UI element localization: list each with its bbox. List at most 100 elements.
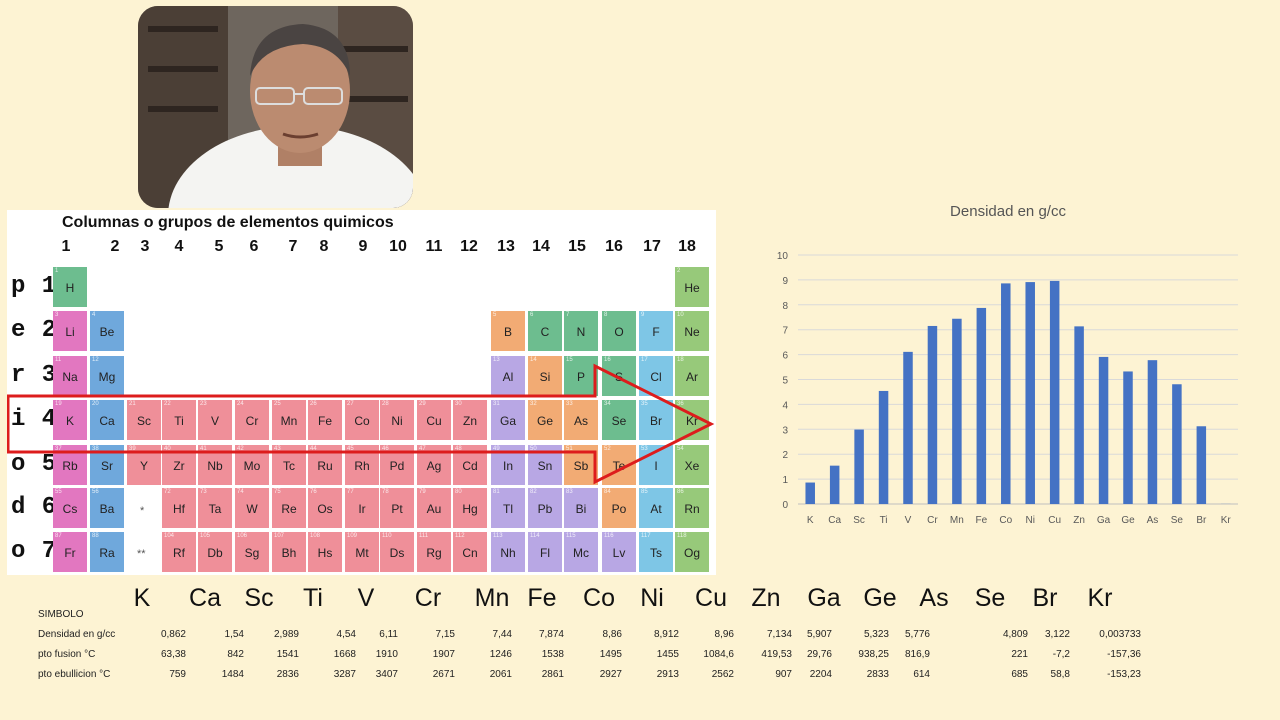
element-symbol: Nh	[500, 546, 516, 560]
element-cell-te: 52 Te	[602, 445, 636, 485]
element-symbol: Ru	[317, 459, 333, 473]
table-cell: 759	[169, 669, 186, 680]
group-label-11: 11	[425, 238, 443, 255]
element-symbol: Tl	[503, 502, 513, 516]
atomic-number: 118	[677, 533, 687, 539]
table-cell: 2927	[599, 669, 622, 680]
atomic-number: 11	[55, 357, 62, 363]
table-cell: 1907	[432, 649, 455, 660]
table-cell: 1668	[333, 649, 356, 660]
atomic-number: 26	[310, 401, 317, 407]
table-cell: 1541	[276, 649, 299, 660]
table-cell: 2,989	[273, 629, 299, 640]
atomic-number: 1	[55, 268, 59, 274]
element-symbol: Ir	[358, 502, 366, 516]
symbol-ge: Ge	[863, 584, 897, 612]
table-cell: 2836	[276, 669, 299, 680]
row-label-7: o 7	[11, 538, 58, 565]
table-cell: 2671	[432, 669, 455, 680]
atomic-number: 36	[677, 401, 684, 407]
y-tick-label: 7	[782, 326, 788, 337]
table-cell: 1495	[599, 649, 622, 660]
element-cell-ir: 77 Ir	[345, 488, 379, 528]
atomic-number: 13	[493, 357, 500, 363]
table-cell: 7,44	[492, 629, 512, 640]
element-symbol: Rh	[354, 459, 370, 473]
symbol-row-label: SIMBOLO	[38, 609, 84, 620]
bar-v	[903, 351, 913, 504]
boiling-row-label: pto ebullicion °C	[38, 669, 111, 680]
bar-sc	[854, 429, 864, 504]
atomic-number: 87	[55, 533, 62, 539]
atomic-number: 28	[382, 401, 389, 407]
symbol-k: K	[133, 584, 151, 612]
element-symbol: Na	[62, 370, 78, 384]
y-tick-label: 4	[782, 400, 788, 411]
element-symbol: V	[210, 414, 219, 428]
table-cell: 8,86	[602, 629, 622, 640]
symbol-ca: Ca	[189, 584, 221, 612]
atomic-number: 34	[604, 401, 611, 407]
element-symbol: Sc	[136, 414, 151, 428]
atomic-number: 43	[274, 446, 281, 452]
element-symbol: Sr	[101, 459, 113, 473]
element-symbol: Fr	[64, 546, 76, 560]
atomic-number: 86	[677, 489, 684, 495]
element-cell-pt: 78 Pt	[380, 488, 414, 528]
group-label-13: 13	[497, 238, 515, 255]
table-cell: 907	[775, 669, 792, 680]
atomic-number: 55	[55, 489, 62, 495]
x-tick-label: K	[807, 515, 814, 526]
row-label-3: r 3	[11, 362, 58, 389]
element-symbol: Hs	[317, 546, 333, 560]
x-tick-label: Sc	[853, 515, 865, 526]
element-symbol: Mg	[98, 370, 116, 384]
atomic-number: 111	[419, 533, 429, 539]
group-label-10: 10	[389, 238, 407, 255]
element-symbol: Xe	[684, 459, 700, 473]
atomic-number: 18	[677, 357, 684, 363]
table-cell: 7,134	[766, 629, 792, 640]
element-cell-ti: 22 Ti	[162, 400, 196, 440]
element-cell-lv: 116 Lv	[602, 532, 636, 572]
element-cell-sg: 106 Sg	[235, 532, 269, 572]
element-symbol: Sg	[244, 546, 260, 560]
group-label-4: 4	[174, 238, 184, 255]
table-cell: 8,912	[653, 629, 679, 640]
atomic-number: 17	[641, 357, 648, 363]
table-cell: 3287	[333, 669, 356, 680]
symbol-ni: Ni	[640, 584, 664, 612]
atomic-number: 47	[419, 446, 426, 452]
atomic-number: 41	[200, 446, 207, 452]
atomic-number: 6	[530, 312, 534, 318]
element-symbol: Re	[281, 502, 297, 516]
atomic-number: 52	[604, 446, 611, 452]
atomic-number: 77	[347, 489, 354, 495]
symbol-co: Co	[583, 584, 615, 612]
y-tick-label: 5	[782, 376, 788, 387]
element-symbol: Sb	[573, 459, 589, 473]
atomic-number: 5	[493, 312, 497, 318]
element-symbol: Si	[539, 370, 551, 384]
symbol-ti: Ti	[303, 584, 323, 612]
y-tick-label: 2	[782, 450, 788, 461]
atomic-number: 80	[455, 489, 462, 495]
row-label-4: i 4	[11, 406, 58, 433]
table-cell: 2061	[489, 669, 512, 680]
atomic-number: 112	[455, 533, 465, 539]
element-cell-mt: 109 Mt	[345, 532, 379, 572]
x-tick-label: Mn	[950, 515, 964, 526]
atomic-number: 117	[641, 533, 651, 539]
element-cell-cu: 29 Cu	[417, 400, 451, 440]
symbol-ga: Ga	[807, 584, 841, 612]
atomic-number: 10	[677, 312, 684, 318]
atomic-number: 14	[530, 357, 537, 363]
table-cell: 938,25	[858, 649, 889, 660]
bar-cr	[927, 325, 938, 504]
x-tick-label: Co	[999, 515, 1012, 526]
atomic-number: 3	[55, 312, 59, 318]
element-symbol: Ts	[650, 546, 662, 560]
element-symbol: Mt	[355, 546, 369, 560]
table-cell: 7,15	[435, 629, 455, 640]
